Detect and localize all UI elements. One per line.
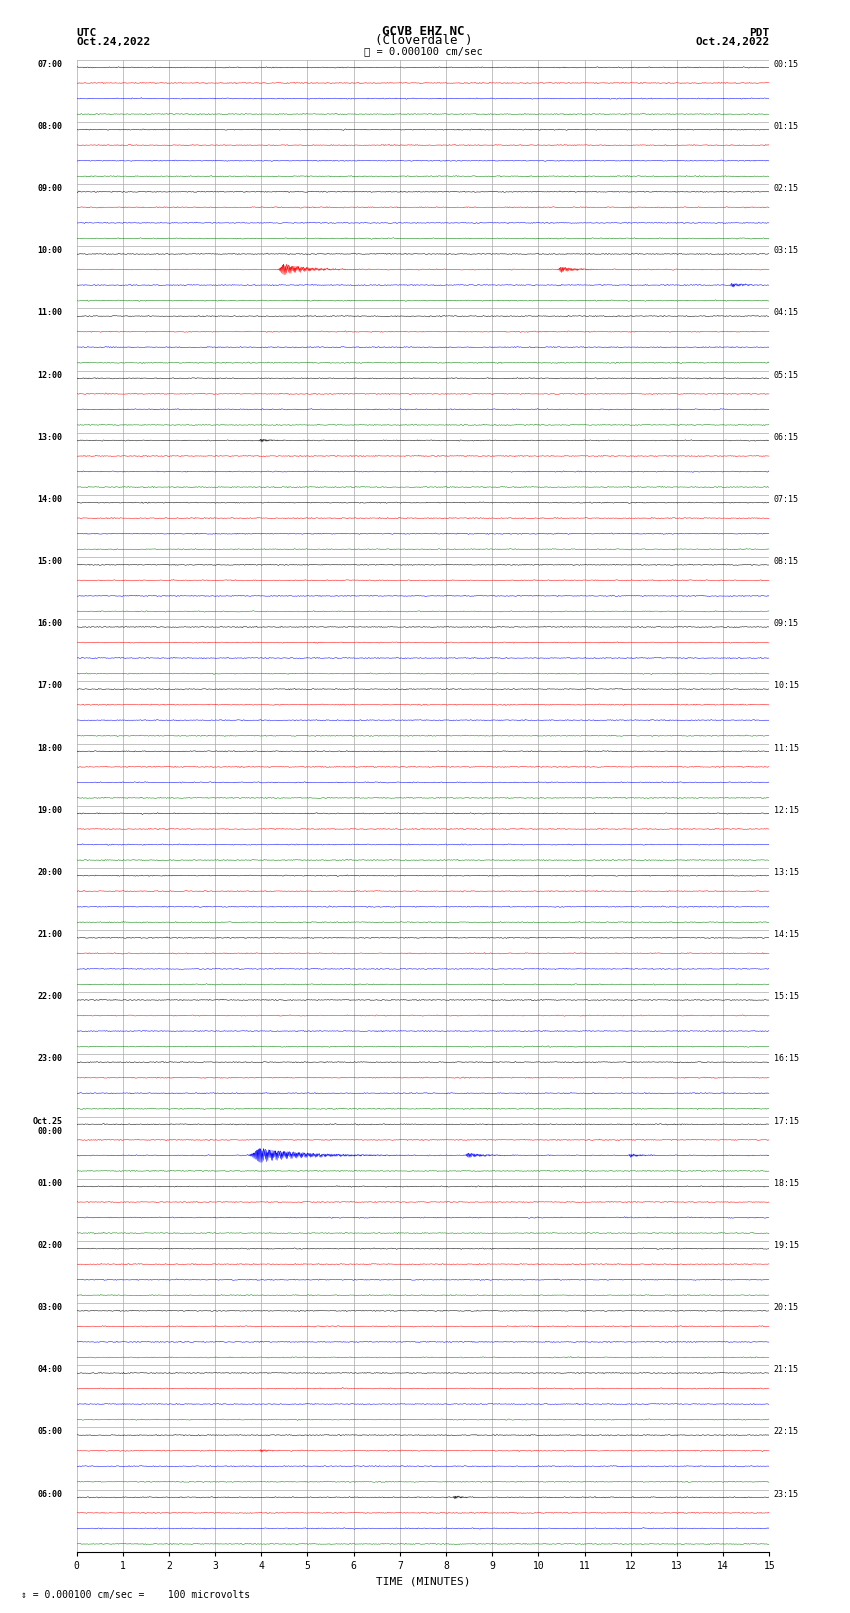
Text: 09:15: 09:15: [774, 619, 799, 627]
Text: 17:00: 17:00: [37, 681, 63, 690]
Text: 21:00: 21:00: [37, 931, 63, 939]
Text: 10:00: 10:00: [37, 247, 63, 255]
Text: 02:15: 02:15: [774, 184, 799, 194]
Text: 05:00: 05:00: [37, 1428, 63, 1436]
Text: ⇕ = 0.000100 cm/sec =    100 microvolts: ⇕ = 0.000100 cm/sec = 100 microvolts: [21, 1590, 251, 1600]
Text: 06:15: 06:15: [774, 432, 799, 442]
Text: 02:00: 02:00: [37, 1240, 63, 1250]
Text: 16:15: 16:15: [774, 1055, 799, 1063]
Text: 21:15: 21:15: [774, 1365, 799, 1374]
Text: 13:00: 13:00: [37, 432, 63, 442]
Text: 05:15: 05:15: [774, 371, 799, 379]
Text: 11:15: 11:15: [774, 744, 799, 753]
Text: Oct.25
00:00: Oct.25 00:00: [32, 1116, 63, 1136]
Text: UTC: UTC: [76, 27, 97, 37]
Text: 03:00: 03:00: [37, 1303, 63, 1311]
Text: 22:15: 22:15: [774, 1428, 799, 1436]
Text: Oct.24,2022: Oct.24,2022: [695, 37, 769, 47]
Text: 18:15: 18:15: [774, 1179, 799, 1187]
Text: 01:00: 01:00: [37, 1179, 63, 1187]
Text: 01:15: 01:15: [774, 123, 799, 131]
Text: 19:15: 19:15: [774, 1240, 799, 1250]
Text: 17:15: 17:15: [774, 1116, 799, 1126]
Text: 22:00: 22:00: [37, 992, 63, 1002]
Text: ⏐ = 0.000100 cm/sec: ⏐ = 0.000100 cm/sec: [364, 47, 483, 56]
Text: 12:00: 12:00: [37, 371, 63, 379]
Text: 00:15: 00:15: [774, 60, 799, 69]
Text: 20:15: 20:15: [774, 1303, 799, 1311]
Text: 15:00: 15:00: [37, 556, 63, 566]
Text: 04:15: 04:15: [774, 308, 799, 318]
Text: 03:15: 03:15: [774, 247, 799, 255]
Text: 19:00: 19:00: [37, 806, 63, 815]
X-axis label: TIME (MINUTES): TIME (MINUTES): [376, 1576, 470, 1586]
Text: 07:15: 07:15: [774, 495, 799, 503]
Text: 04:00: 04:00: [37, 1365, 63, 1374]
Text: 07:00: 07:00: [37, 60, 63, 69]
Text: Oct.24,2022: Oct.24,2022: [76, 37, 150, 47]
Text: 23:15: 23:15: [774, 1489, 799, 1498]
Text: 08:00: 08:00: [37, 123, 63, 131]
Text: 12:15: 12:15: [774, 806, 799, 815]
Text: 23:00: 23:00: [37, 1055, 63, 1063]
Text: 14:15: 14:15: [774, 931, 799, 939]
Text: 08:15: 08:15: [774, 556, 799, 566]
Text: GCVB EHZ NC: GCVB EHZ NC: [382, 24, 465, 37]
Text: 13:15: 13:15: [774, 868, 799, 877]
Text: 20:00: 20:00: [37, 868, 63, 877]
Text: 09:00: 09:00: [37, 184, 63, 194]
Text: 11:00: 11:00: [37, 308, 63, 318]
Text: PDT: PDT: [749, 27, 769, 37]
Text: (Cloverdale ): (Cloverdale ): [375, 34, 472, 47]
Text: 06:00: 06:00: [37, 1489, 63, 1498]
Text: 18:00: 18:00: [37, 744, 63, 753]
Text: 15:15: 15:15: [774, 992, 799, 1002]
Text: 10:15: 10:15: [774, 681, 799, 690]
Text: 14:00: 14:00: [37, 495, 63, 503]
Text: 16:00: 16:00: [37, 619, 63, 627]
